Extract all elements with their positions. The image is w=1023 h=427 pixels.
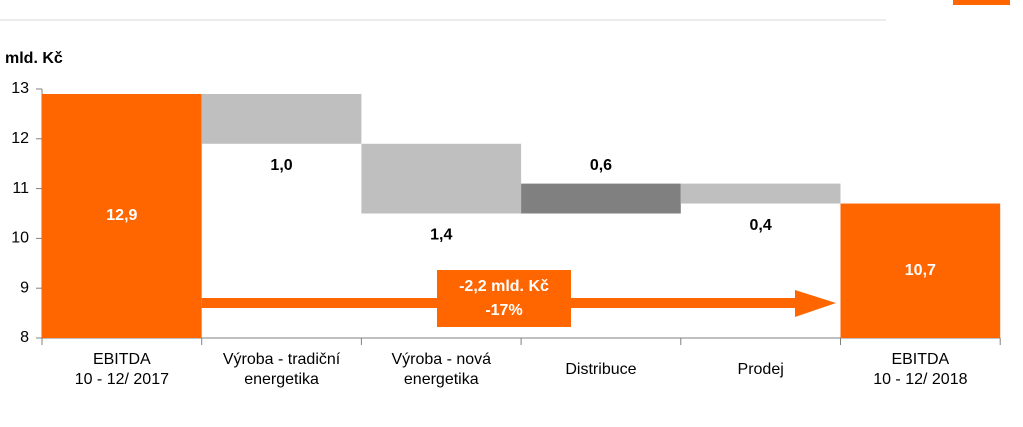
x-tick-label: EBITDA 10 - 12/ 2018 — [873, 351, 967, 388]
header-accent — [953, 0, 1010, 5]
y-tick-label: 10 — [11, 230, 29, 247]
bar — [201, 93, 362, 144]
y-tick-label: 9 — [20, 279, 29, 296]
value-label: 12,9 — [106, 207, 137, 224]
y-tick-label: 12 — [11, 130, 29, 147]
x-tick-label: Výroba - tradiční energetika — [223, 351, 341, 388]
value-label: 0,6 — [590, 157, 612, 174]
y-tick-label: 11 — [12, 180, 29, 197]
bar — [840, 203, 1001, 338]
x-tick-label: Distribuce — [565, 361, 636, 378]
annotation: -17% — [485, 302, 522, 319]
x-tick-label: Prodej — [738, 361, 784, 378]
x-tick-label: Výroba - nová energetika — [391, 351, 491, 388]
y-axis-label: mld. Kč — [5, 50, 63, 67]
bar — [680, 183, 841, 204]
x-tick-label: EBITDA 10 - 12/ 2017 — [75, 351, 169, 388]
y-tick-label: 8 — [20, 329, 29, 346]
bar — [42, 93, 202, 338]
value-label: 10,7 — [905, 262, 936, 279]
y-tick-label: 13 — [11, 80, 29, 97]
bar — [521, 183, 681, 214]
value-label: 1,0 — [270, 157, 292, 174]
value-label: 0,4 — [750, 217, 772, 234]
value-label: 1,4 — [430, 227, 452, 244]
annotation: -2,2 mld. Kč — [459, 278, 549, 295]
bar — [361, 143, 522, 214]
arrow-head — [795, 290, 836, 317]
annotation-box — [437, 270, 571, 327]
